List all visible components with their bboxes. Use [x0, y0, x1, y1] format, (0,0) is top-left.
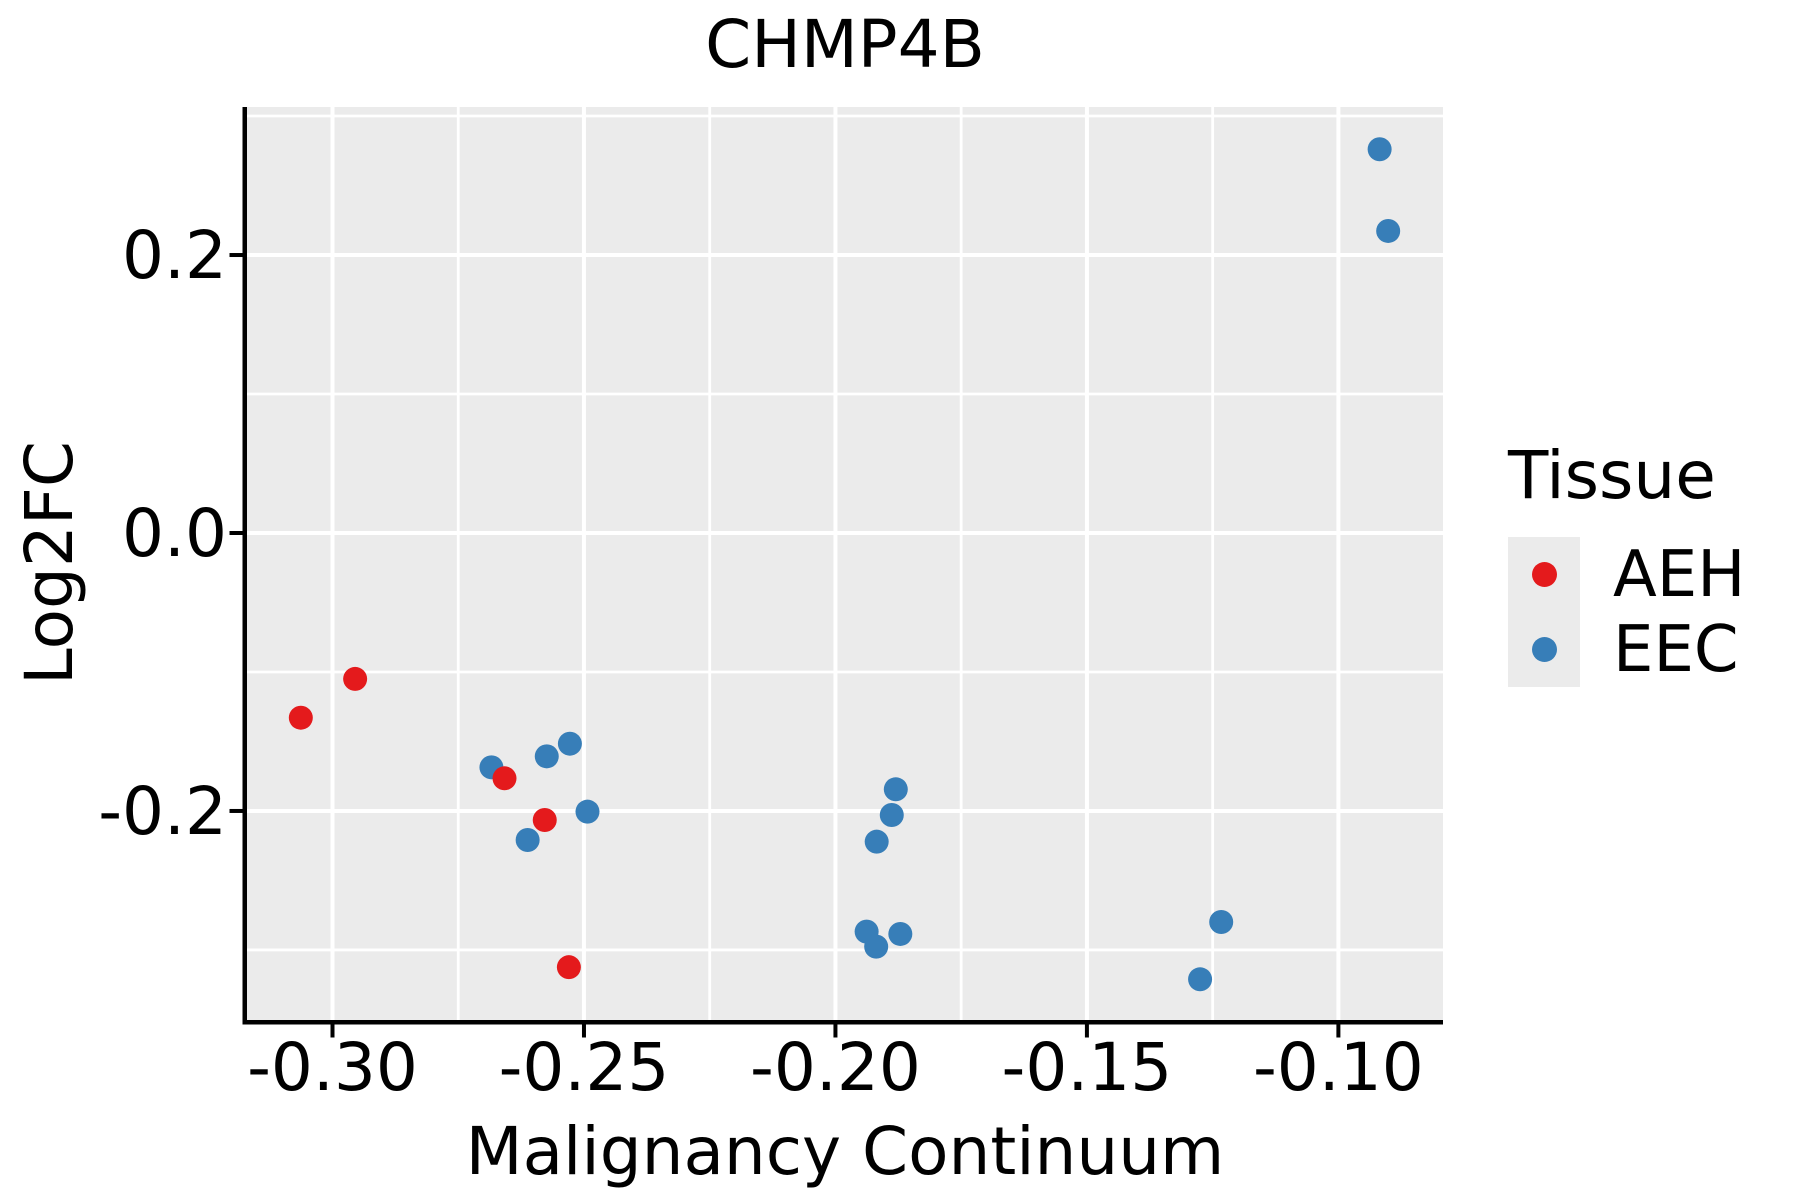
data-point-eec — [888, 921, 913, 946]
data-point-eec — [515, 828, 540, 853]
data-point-eec — [879, 802, 904, 827]
data-point-aeh — [343, 666, 368, 691]
legend-label-eec: EEC — [1613, 612, 1739, 687]
eec-marker-icon — [1531, 637, 1557, 662]
y-tick-label: 0.2 — [122, 217, 227, 294]
data-point-eec — [1367, 137, 1392, 162]
data-point-aeh — [288, 705, 313, 730]
x-axis-title: Malignancy Continuum — [465, 1113, 1225, 1190]
x-tick-label: -0.30 — [247, 1029, 418, 1106]
legend-item-aeh: AEH — [1508, 537, 1745, 612]
data-point-eec — [864, 934, 889, 959]
data-point-eec — [575, 799, 600, 824]
chart-title: CHMP4B — [705, 6, 985, 83]
data-point-aeh — [492, 766, 517, 791]
data-point-eec — [557, 731, 582, 756]
data-point-aeh — [532, 807, 557, 832]
data-point-eec — [1188, 967, 1213, 992]
x-tick-label: -0.20 — [750, 1029, 921, 1106]
data-point-eec — [883, 777, 908, 802]
data-point-eec — [1376, 218, 1401, 243]
x-tick-label: -0.15 — [1002, 1029, 1173, 1106]
y-tick-label: 0.0 — [122, 495, 227, 572]
data-point-eec — [864, 829, 889, 854]
y-tick-label: -0.2 — [98, 773, 227, 850]
x-tick-label: -0.10 — [1253, 1029, 1424, 1106]
data-point-aeh — [556, 955, 581, 980]
legend-key-eec — [1508, 612, 1580, 687]
legend-item-eec: EEC — [1508, 612, 1745, 687]
legend-label-aeh: AEH — [1613, 537, 1746, 612]
aeh-marker-icon — [1531, 562, 1557, 587]
y-axis-title: Log2FC — [11, 441, 88, 685]
data-point-eec — [534, 744, 559, 769]
plot-panel — [247, 107, 1443, 1020]
data-point-eec — [1209, 910, 1234, 935]
legend: Tissue AEH EEC — [1508, 443, 1745, 687]
legend-title: Tissue — [1508, 437, 1716, 514]
x-tick-label: -0.25 — [499, 1029, 670, 1106]
legend-key-aeh — [1508, 537, 1580, 612]
